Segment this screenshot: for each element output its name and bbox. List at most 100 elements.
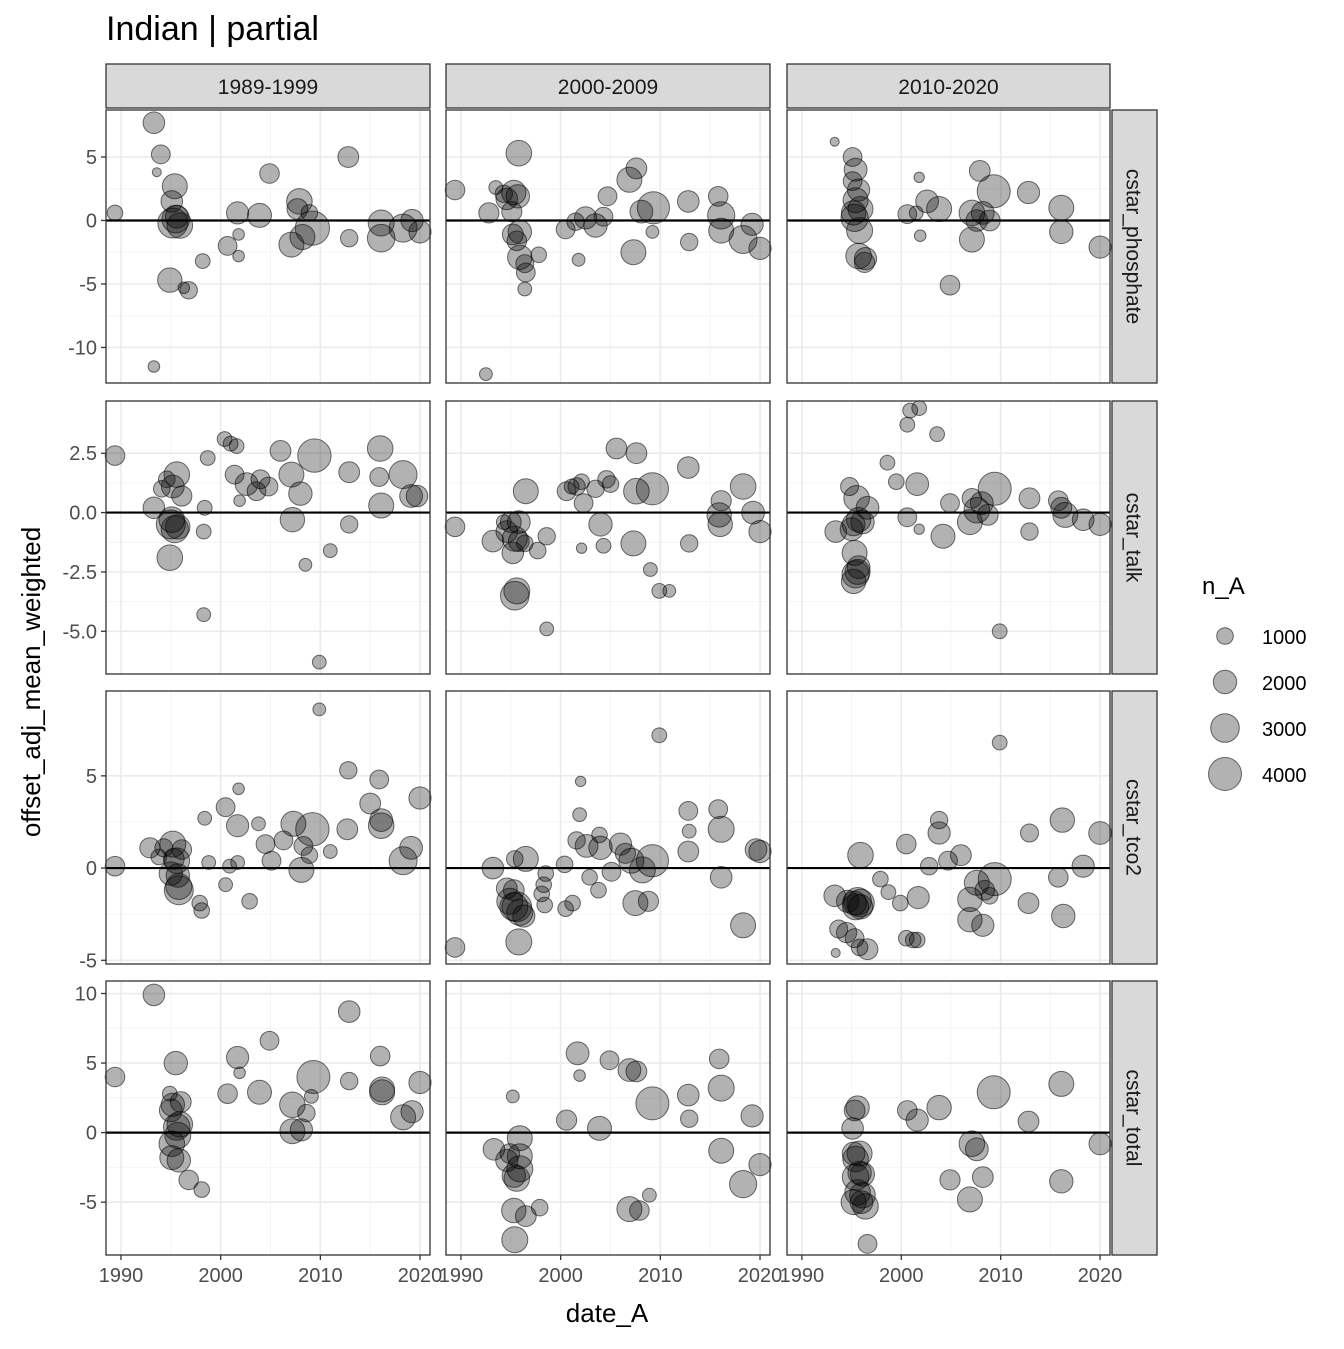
data-point (255, 834, 276, 854)
data-point (366, 223, 396, 253)
data-point (166, 212, 194, 239)
data-point (250, 469, 271, 490)
data-point (104, 445, 126, 466)
data-point (913, 523, 925, 535)
data-point (1016, 180, 1041, 205)
panel-background (787, 110, 1110, 383)
data-point (642, 1187, 657, 1203)
data-point (843, 157, 868, 182)
data-point (247, 202, 272, 228)
x-tick-label: 2020 (738, 1265, 783, 1287)
data-point (926, 196, 953, 222)
data-point (142, 111, 166, 134)
data-point (232, 228, 245, 241)
data-point (251, 816, 266, 832)
data-point (850, 1161, 875, 1187)
data-point (147, 360, 161, 373)
data-point (215, 797, 236, 818)
chart-title: Indian | partial (106, 10, 319, 48)
data-point (595, 537, 612, 554)
data-point (233, 1066, 246, 1080)
row-strip-label: cstar_talk (1122, 493, 1145, 583)
data-point (829, 919, 849, 939)
data-point (506, 510, 531, 534)
panel-border (786, 400, 1111, 675)
data-point (481, 856, 505, 880)
data-point (677, 190, 700, 213)
data-point (171, 485, 193, 507)
panel-background (106, 401, 430, 674)
data-point (369, 1079, 396, 1106)
data-point (971, 1166, 994, 1188)
data-point (300, 846, 319, 865)
panel-border (786, 980, 1111, 1256)
data-point (681, 823, 697, 839)
legend-key-label: 2000 (1262, 673, 1307, 695)
data-point (479, 367, 493, 382)
data-point (677, 840, 700, 863)
data-point (178, 1169, 199, 1191)
data-point (1018, 487, 1041, 510)
data-point (388, 846, 418, 876)
data-point (278, 231, 305, 258)
data-point (978, 209, 1001, 232)
data-point (976, 1075, 1011, 1110)
legend-key-circle (1212, 669, 1238, 695)
data-point (572, 807, 587, 822)
data-point (515, 262, 536, 283)
data-point (197, 810, 213, 826)
data-point (311, 654, 327, 670)
data-point (591, 826, 608, 844)
data-point (574, 775, 587, 788)
data-point (337, 1000, 361, 1023)
row-strip-label: cstar_phosphate (1122, 169, 1145, 324)
data-point (620, 239, 647, 266)
data-point (177, 281, 191, 295)
data-point (294, 210, 330, 246)
data-point (193, 902, 210, 919)
data-point (269, 440, 292, 462)
data-point (913, 229, 927, 242)
data-point (322, 844, 338, 859)
data-point (1088, 235, 1112, 259)
data-point (847, 894, 874, 920)
data-point (444, 179, 466, 201)
data-point (512, 904, 536, 928)
data-point (969, 491, 994, 516)
data-point (1051, 903, 1076, 929)
legend-key-circle (1210, 713, 1240, 743)
data-point (852, 1193, 879, 1220)
data-point (902, 402, 919, 419)
data-point (232, 782, 245, 796)
data-point (629, 199, 654, 224)
data-point (565, 1041, 590, 1066)
data-point (539, 621, 555, 637)
column-strip (105, 63, 431, 109)
y-tick-label: 0.0 (69, 503, 97, 525)
panel-background (446, 110, 770, 383)
x-tick-label: 2000 (538, 1265, 583, 1287)
data-point (707, 511, 733, 538)
data-point (845, 242, 872, 270)
data-point (399, 835, 424, 860)
panel-background (106, 691, 430, 964)
data-point (408, 220, 432, 244)
data-point (163, 1113, 191, 1141)
x-tick-label: 2010 (638, 1265, 683, 1287)
data-point (635, 1086, 670, 1121)
data-point (708, 799, 729, 819)
data-point (856, 938, 879, 961)
data-point (222, 858, 238, 874)
data-point (501, 1226, 529, 1254)
data-point (156, 544, 184, 572)
legend-key-label: 3000 (1262, 719, 1307, 741)
data-point (897, 1100, 918, 1121)
data-point (142, 496, 166, 520)
data-point (927, 821, 951, 845)
data-point (218, 877, 234, 893)
data-point (234, 472, 259, 497)
data-point (853, 251, 876, 273)
data-point (193, 1181, 210, 1198)
data-point (904, 931, 922, 949)
data-point (616, 166, 643, 193)
